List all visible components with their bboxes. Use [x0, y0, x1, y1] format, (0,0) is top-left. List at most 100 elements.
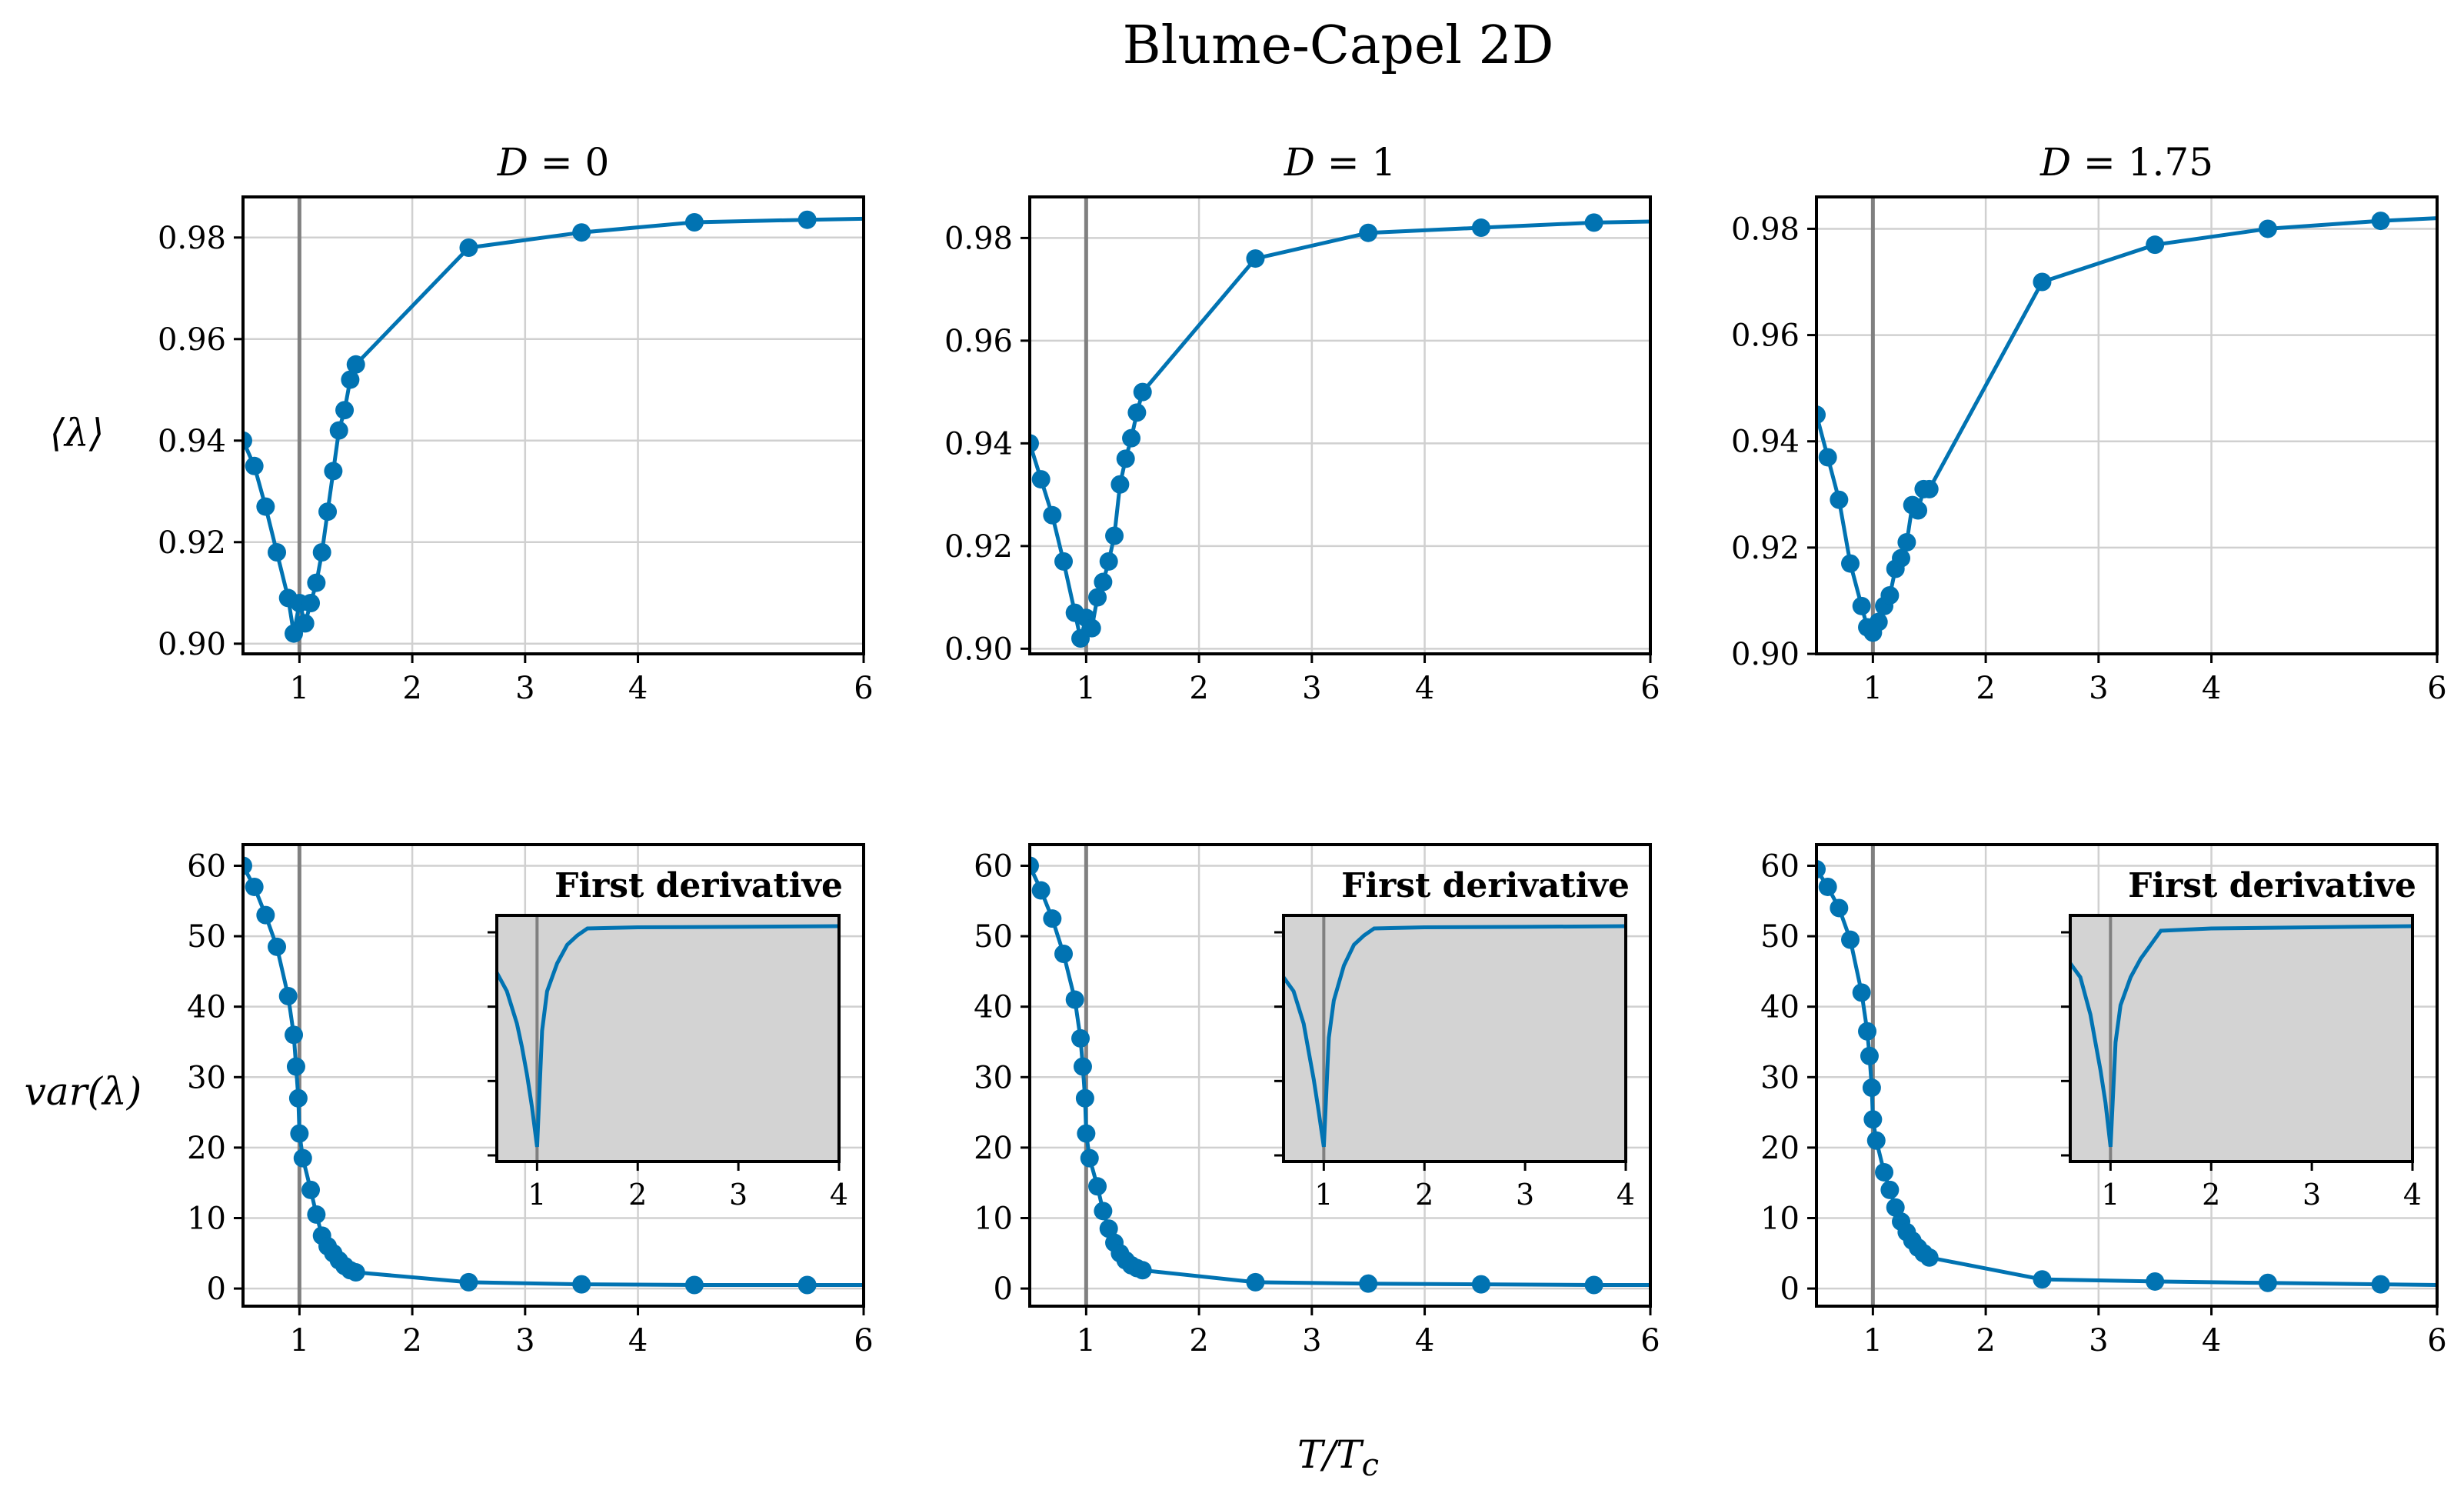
y-tick-label: 20 [974, 1131, 1013, 1166]
x-tick-label: 6 [854, 1323, 873, 1358]
data-point [312, 543, 331, 562]
data-point [1122, 428, 1141, 448]
inset-x-tick-label: 4 [2403, 1178, 2422, 1212]
data-point [307, 573, 326, 592]
row1-ylabel: var(λ) [25, 1069, 142, 1114]
panel-title: D = 1 [1284, 140, 1397, 185]
data-point [1866, 1131, 1886, 1150]
y-tick-label: 30 [1760, 1060, 1800, 1095]
data-point [2371, 1275, 2390, 1294]
inset-series-line [2068, 924, 2413, 1148]
y-tick-label: 10 [187, 1201, 226, 1236]
data-point [245, 877, 264, 896]
data-point [1841, 554, 1860, 573]
data-point [1031, 881, 1051, 900]
x-tick-label: 1 [290, 1323, 309, 1358]
data-point [1830, 898, 1849, 918]
data-point [1862, 1078, 1881, 1098]
data-point [2033, 272, 2052, 292]
axes-frame [1028, 843, 1652, 1308]
y-tick-label: 0 [207, 1272, 226, 1307]
data-point [1054, 944, 1074, 963]
data-point [1841, 930, 1860, 949]
y-tick-label: 0.92 [1731, 531, 1800, 566]
data-point [1869, 612, 1888, 632]
data-point [1030, 434, 1039, 453]
data-point [1094, 572, 1113, 592]
panel-1: 1 2 3 4 6 0.90 0.92 0.94 0.96 0.98 D = 1 [944, 140, 1660, 706]
data-point [2258, 219, 2277, 238]
data-point [1886, 1198, 1905, 1217]
y-tick-label: 0.94 [158, 424, 226, 459]
data-point [1133, 382, 1152, 402]
y-tick-label: 60 [187, 848, 226, 884]
series-line [243, 216, 864, 635]
y-tick-label: 20 [187, 1131, 226, 1166]
data-point [301, 594, 321, 612]
inset-background [497, 915, 839, 1162]
x-tick-label: 1 [1077, 1323, 1096, 1358]
axes-frame [1815, 195, 2439, 655]
y-tick-label: 40 [974, 990, 1013, 1025]
data-point [245, 456, 264, 475]
x-tick-label: 2 [402, 671, 421, 706]
data-point [572, 223, 591, 242]
data-point [301, 1180, 321, 1199]
y-tick-label: 30 [187, 1060, 226, 1095]
data-point [346, 1263, 365, 1282]
x-tick-label: 6 [2427, 671, 2446, 706]
y-tick-label: 0 [994, 1272, 1013, 1307]
data-point [307, 1205, 326, 1224]
data-point [1816, 860, 1826, 879]
inset-frame [495, 914, 841, 1163]
data-point [1065, 990, 1084, 1009]
y-tick-label: 0.90 [944, 632, 1013, 667]
data-point [1082, 618, 1101, 638]
series-line [1816, 216, 2437, 636]
x-tick-label: 2 [1189, 671, 1208, 706]
inset-5: First derivative 1 2 3 4 [2061, 866, 2422, 1212]
data-point [1852, 596, 1871, 615]
y-tick-label: 50 [1760, 919, 1800, 955]
data-point [256, 497, 275, 516]
x-tick-label: 3 [2089, 671, 2108, 706]
x-tick-label: 4 [2202, 1323, 2221, 1358]
data-point [329, 421, 348, 440]
data-point [1110, 475, 1130, 494]
x-tick-label: 4 [628, 1323, 648, 1358]
y-tick-label: 0.96 [158, 322, 226, 358]
data-point [346, 355, 365, 374]
data-point [797, 1275, 817, 1295]
data-point [324, 462, 343, 481]
x-tick-label: 2 [1976, 671, 1995, 706]
inset-x-tick-label: 2 [1415, 1178, 1433, 1212]
data-point [1818, 877, 1837, 896]
x-tick-label: 3 [515, 671, 534, 706]
data-point [1133, 1261, 1152, 1280]
data-point [318, 502, 338, 522]
inset-4: First derivative 1 2 3 4 [1274, 866, 1635, 1212]
data-point [256, 905, 275, 925]
data-point [1080, 1148, 1099, 1168]
y-tick-label: 40 [1760, 990, 1800, 1025]
data-point [268, 543, 287, 562]
data-point [1054, 552, 1074, 571]
data-point [1073, 1057, 1092, 1076]
inset-title: First derivative [554, 866, 843, 905]
y-tick-label: 20 [1760, 1131, 1800, 1166]
data-point [1127, 403, 1147, 422]
axes-frame [1028, 195, 1652, 655]
data-point [295, 614, 315, 633]
data-point [2146, 1272, 2165, 1291]
inset-x-tick-label: 1 [2101, 1178, 2119, 1212]
y-tick-label: 40 [187, 990, 226, 1025]
data-point [1816, 405, 1826, 425]
data-point [1920, 479, 1939, 498]
data-point [1246, 249, 1265, 268]
data-point [572, 1275, 591, 1294]
data-point [1099, 552, 1118, 571]
data-point [1088, 1177, 1107, 1196]
